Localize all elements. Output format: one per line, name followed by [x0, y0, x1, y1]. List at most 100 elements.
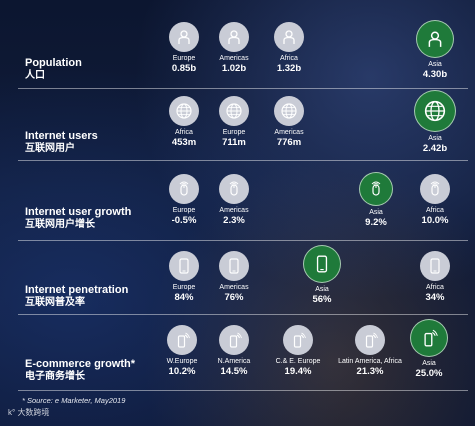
stat-value: 2.3% — [223, 215, 245, 226]
stat-item: Americas 76% — [194, 251, 274, 303]
stat-item: Latin America, Africa 21.3% — [330, 325, 410, 377]
stat-label: Africa — [426, 284, 444, 291]
stat-label: Africa — [175, 129, 193, 136]
row-label-internet-users: Internet users 互联网用户 — [25, 130, 98, 155]
stat-value: 1.32b — [276, 63, 302, 74]
mouse-signal-icon — [219, 174, 249, 204]
row-subtitle: 互联网用户增长 — [25, 219, 95, 230]
stat-value: 4.30b — [422, 69, 448, 80]
stat-label: Asia — [428, 135, 442, 142]
row-divider — [18, 390, 468, 391]
row-subtitle: 互联网普及率 — [25, 297, 85, 308]
globe-icon — [219, 96, 249, 126]
stat-label: Europe — [172, 55, 196, 62]
logo-mark-icon: k° — [8, 408, 16, 417]
stat-value: 1.02b — [221, 63, 247, 74]
row-divider — [18, 160, 468, 161]
row-label-internet-penetration: Internet penetration 互联网普及率 — [25, 284, 128, 309]
stat-value: 14.5% — [220, 366, 248, 377]
stat-item: Americas 776m — [249, 96, 329, 148]
row-label-internet-user-growth: Internet user growth 互联网用户增长 — [25, 206, 131, 231]
row-title: Internet penetration — [25, 284, 129, 296]
globe-icon — [274, 96, 304, 126]
stat-label: Asia — [422, 360, 436, 367]
person-icon — [219, 22, 249, 52]
stat-label: Africa — [426, 207, 444, 214]
stat-item: Europe 84% — [144, 251, 224, 303]
row-divider — [18, 314, 468, 315]
stat-label: Americas — [219, 55, 249, 62]
row-title: E-commerce growth* — [25, 358, 136, 370]
stat-label: Americas — [219, 284, 249, 291]
person-icon — [169, 22, 199, 52]
stat-label: W.Europe — [166, 358, 198, 365]
stat-item: Africa 34% — [395, 251, 475, 303]
stat-value: 776m — [276, 137, 302, 148]
watermark-logo: k° 大数跨境 — [8, 407, 49, 418]
stat-item: Europe -0.5% — [144, 174, 224, 226]
stat-item: Europe 0.85b — [144, 22, 224, 74]
row-subtitle: 电子商务增长 — [25, 371, 85, 382]
stat-item-highlight: Asia 4.30b — [395, 20, 475, 80]
stat-item-highlight: Asia 25.0% — [391, 319, 467, 379]
stat-label: Asia — [428, 61, 442, 68]
row-title: Population — [25, 57, 82, 69]
stat-value: 21.3% — [356, 366, 384, 377]
stat-value: 34% — [425, 292, 445, 303]
stat-item: Americas 1.02b — [194, 22, 274, 74]
row-label-ecommerce-growth: E-commerce growth* 电子商务增长 — [25, 358, 135, 383]
stat-label: Americas — [219, 207, 249, 214]
row-title: Internet user growth — [25, 206, 132, 218]
stat-item: Europe 711m — [194, 96, 274, 148]
stat-label: C.& E. Europe — [275, 358, 321, 365]
stat-label: Americas — [274, 129, 304, 136]
stat-value: 711m — [222, 137, 246, 148]
stat-label: Africa — [280, 55, 298, 62]
phone-signal-icon — [283, 325, 313, 355]
stat-item: N.America 14.5% — [194, 325, 274, 377]
mouse-signal-icon — [359, 172, 393, 206]
phone-signal-icon — [167, 325, 197, 355]
mouse-signal-icon — [420, 174, 450, 204]
smartphone-icon — [420, 251, 450, 281]
phone-signal-icon — [219, 325, 249, 355]
globe-icon — [169, 96, 199, 126]
stat-item: Africa 453m — [144, 96, 224, 148]
phone-signal-icon — [355, 325, 385, 355]
person-icon — [274, 22, 304, 52]
stat-item: W.Europe 10.2% — [142, 325, 222, 377]
row-divider — [18, 240, 468, 241]
stat-item-highlight: Asia 2.42b — [395, 90, 475, 154]
smartphone-icon — [219, 251, 249, 281]
stat-item: Africa 1.32b — [249, 22, 329, 74]
row-divider — [18, 88, 468, 89]
stat-value: 76% — [224, 292, 244, 303]
row-label-population: Population 人口 — [25, 57, 82, 82]
stat-label: Europe — [172, 207, 196, 214]
stat-value: 84% — [174, 292, 194, 303]
stat-label: Asia — [369, 209, 383, 216]
logo-text: 大数跨境 — [17, 408, 50, 417]
stat-value: 9.2% — [365, 217, 387, 228]
stat-value: 19.4% — [284, 366, 312, 377]
phone-signal-icon — [410, 319, 448, 357]
stat-label: N.America — [217, 358, 251, 365]
row-subtitle: 人口 — [25, 70, 45, 81]
source-note: * Source: e Marketer, May2019 — [22, 396, 126, 405]
stat-value: -0.5% — [171, 215, 197, 226]
mouse-signal-icon — [169, 174, 199, 204]
stat-value: 453m — [171, 137, 197, 148]
stat-label: Latin America, Africa — [338, 358, 402, 365]
stat-item: Asia 9.2% — [336, 172, 416, 228]
stat-item: Africa 10.0% — [395, 174, 475, 226]
stat-item: Americas 2.3% — [194, 174, 274, 226]
globe-icon — [414, 90, 456, 132]
stat-value: 0.85b — [171, 63, 197, 74]
smartphone-icon — [169, 251, 199, 281]
row-title: Internet users — [25, 130, 98, 142]
person-icon — [416, 20, 454, 58]
smartphone-icon — [303, 245, 341, 283]
stat-value: 56% — [312, 294, 332, 305]
stat-item-highlight: Asia 56% — [282, 245, 362, 305]
stat-label: Europe — [222, 129, 246, 136]
